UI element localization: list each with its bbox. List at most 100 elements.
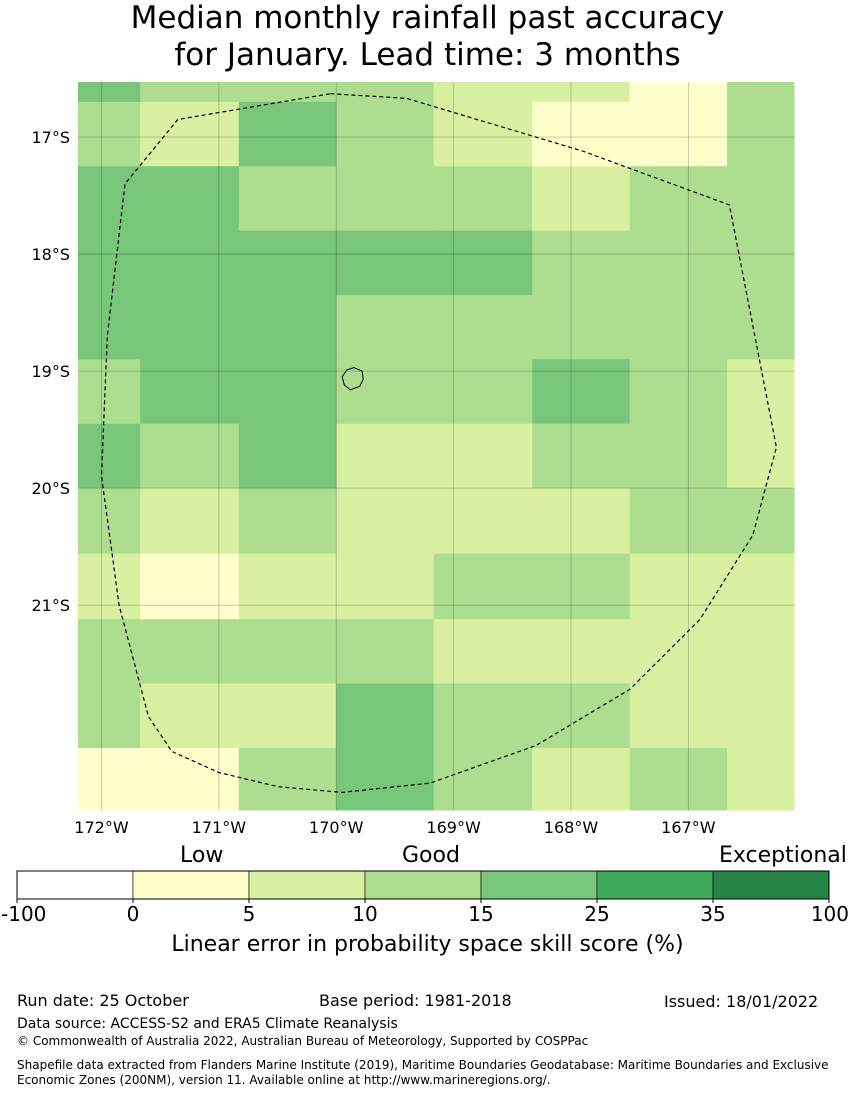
colorbar-tick-label: 35	[700, 902, 725, 926]
grid-cell	[140, 619, 240, 685]
grid-cell	[140, 747, 240, 811]
grid-cell	[78, 423, 141, 489]
grid-cell	[433, 683, 533, 749]
copyright: © Commonwealth of Australia 2022, Austra…	[17, 1034, 589, 1048]
grid-cell	[78, 359, 141, 425]
grid-cell	[433, 423, 533, 489]
lon-tick-label: 171°W	[192, 818, 247, 837]
grid-cell	[532, 747, 631, 811]
category-good: Good	[402, 843, 460, 868]
grid-cell	[238, 553, 337, 620]
colorbar-swatch	[364, 870, 482, 900]
grid-cell	[238, 82, 337, 103]
colorbar-swatch	[480, 870, 598, 900]
lat-tick-label: 20°S	[31, 479, 70, 498]
lat-tick-label: 18°S	[31, 245, 70, 264]
lon-tick-label: 172°W	[74, 818, 129, 837]
colorbar-tick-label: 15	[468, 902, 493, 926]
skill-grid	[78, 82, 795, 811]
shapefile-credit-line-1: Shapefile data extracted from Flanders M…	[17, 1058, 829, 1072]
grid-cell	[433, 747, 533, 811]
grid-cell	[78, 295, 141, 360]
grid-cell	[629, 619, 728, 685]
lat-tick-label: 19°S	[31, 362, 70, 381]
grid-cell	[78, 747, 141, 811]
grid-cell	[140, 553, 240, 620]
data-source: Data source: ACCESS-S2 and ERA5 Climate …	[17, 1016, 398, 1032]
grid-cell	[727, 359, 795, 425]
grid-cell	[727, 619, 795, 685]
grid-cell	[140, 683, 240, 749]
colorbar-tick-label: 5	[243, 902, 256, 926]
grid-cell	[336, 683, 435, 749]
category-low: Low	[180, 843, 224, 868]
grid-cell	[140, 101, 240, 167]
grid-cell	[532, 488, 631, 555]
grid-cell	[727, 230, 795, 296]
lat-tick-label: 21°S	[31, 596, 70, 615]
lon-tick-label: 167°W	[661, 818, 716, 837]
grid-cell	[140, 359, 240, 425]
grid-cell	[433, 553, 533, 620]
grid-cell	[727, 553, 795, 620]
grid-cell	[629, 747, 728, 811]
colorbar: -100 0 5 10 15 25 35 100	[1, 870, 849, 926]
grid-cell	[727, 82, 795, 103]
grid-cell	[433, 359, 533, 425]
grid-cell	[336, 423, 435, 489]
colorbar-swatch	[16, 870, 134, 900]
grid-cell	[238, 359, 337, 425]
grid-cell	[532, 423, 631, 489]
grid-cell	[433, 166, 533, 232]
grid-cell	[629, 101, 728, 167]
grid-cell	[336, 747, 435, 811]
grid-cell	[433, 488, 533, 555]
lon-tick-label: 169°W	[426, 818, 481, 837]
grid-cell	[629, 82, 728, 103]
grid-cell	[336, 82, 435, 103]
lat-tick-label: 17°S	[31, 128, 70, 147]
grid-cell	[629, 683, 728, 749]
grid-cell	[78, 683, 141, 749]
grid-cell	[78, 166, 141, 232]
colorbar-tick-label: -100	[1, 902, 46, 926]
eez-boundary	[100, 93, 778, 794]
grid-cell	[238, 683, 337, 749]
colorbar-tick-label: 25	[584, 902, 609, 926]
grid-cell	[78, 553, 141, 620]
grid-cell	[532, 553, 631, 620]
colorbar-swatch	[596, 870, 714, 900]
grid-cell	[727, 747, 795, 811]
grid-cell	[78, 82, 141, 103]
grid-cell	[140, 166, 240, 232]
category-exceptional: Exceptional	[719, 843, 847, 868]
grid-cell	[336, 553, 435, 620]
grid-cell	[629, 166, 728, 232]
grid-cell	[727, 101, 795, 167]
grid-cell	[336, 166, 435, 232]
grid-cell	[629, 359, 728, 425]
grid-cell	[78, 230, 141, 296]
grid-cell	[629, 488, 728, 555]
grid-cell	[727, 488, 795, 555]
title-line-2: for January. Lead time: 3 months	[174, 37, 681, 73]
issued-date: Issued: 18/01/2022	[664, 992, 819, 1011]
grid-cell	[629, 423, 728, 489]
colorbar-tick-label: 10	[352, 902, 377, 926]
gridlines	[78, 82, 794, 810]
grid-cell	[433, 295, 533, 360]
grid-cell	[238, 166, 337, 232]
grid-cell	[727, 683, 795, 749]
grid-cell	[238, 488, 337, 555]
island-outline	[341, 367, 364, 391]
grid-cell	[140, 488, 240, 555]
grid-cell	[238, 747, 337, 811]
title-line-1: Median monthly rainfall past accuracy	[130, 0, 725, 36]
lon-tick-label: 168°W	[544, 818, 599, 837]
lon-tick-label: 170°W	[309, 818, 364, 837]
colorbar-swatch	[132, 870, 250, 900]
colorbar-label: Linear error in probability space skill …	[171, 932, 684, 957]
grid-cell	[140, 230, 240, 296]
grid-cell	[532, 230, 631, 296]
